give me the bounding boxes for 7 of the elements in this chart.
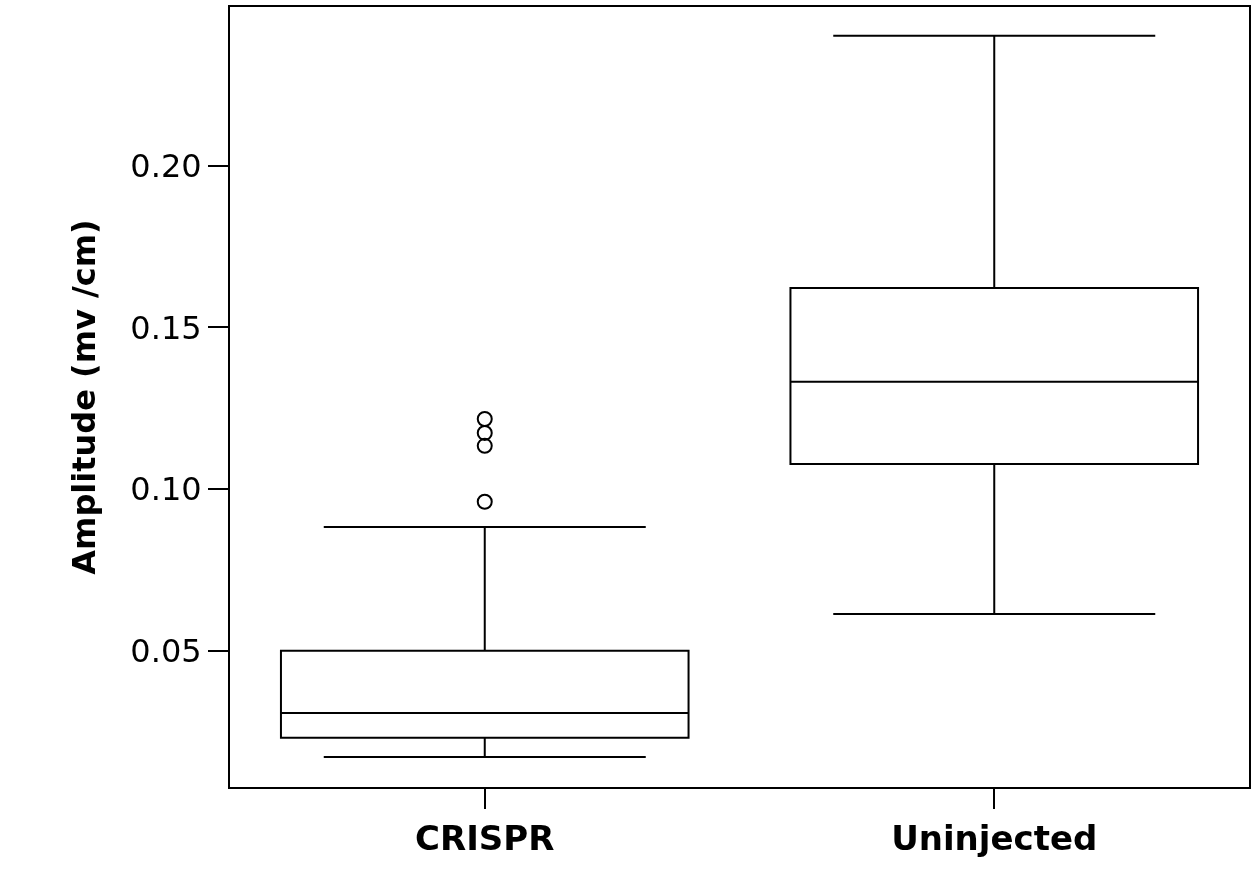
y-tick-label: 0.15 [130, 308, 202, 347]
y-tick-label: 0.20 [130, 146, 202, 185]
y-tick-label: 0.05 [130, 632, 202, 671]
y-axis-title: Amplitude (mv /cm) [65, 219, 104, 575]
y-tick-label: 0.10 [130, 470, 202, 509]
x-tick-label: CRISPR [415, 817, 555, 858]
x-tick-label: Uninjected [891, 817, 1098, 858]
